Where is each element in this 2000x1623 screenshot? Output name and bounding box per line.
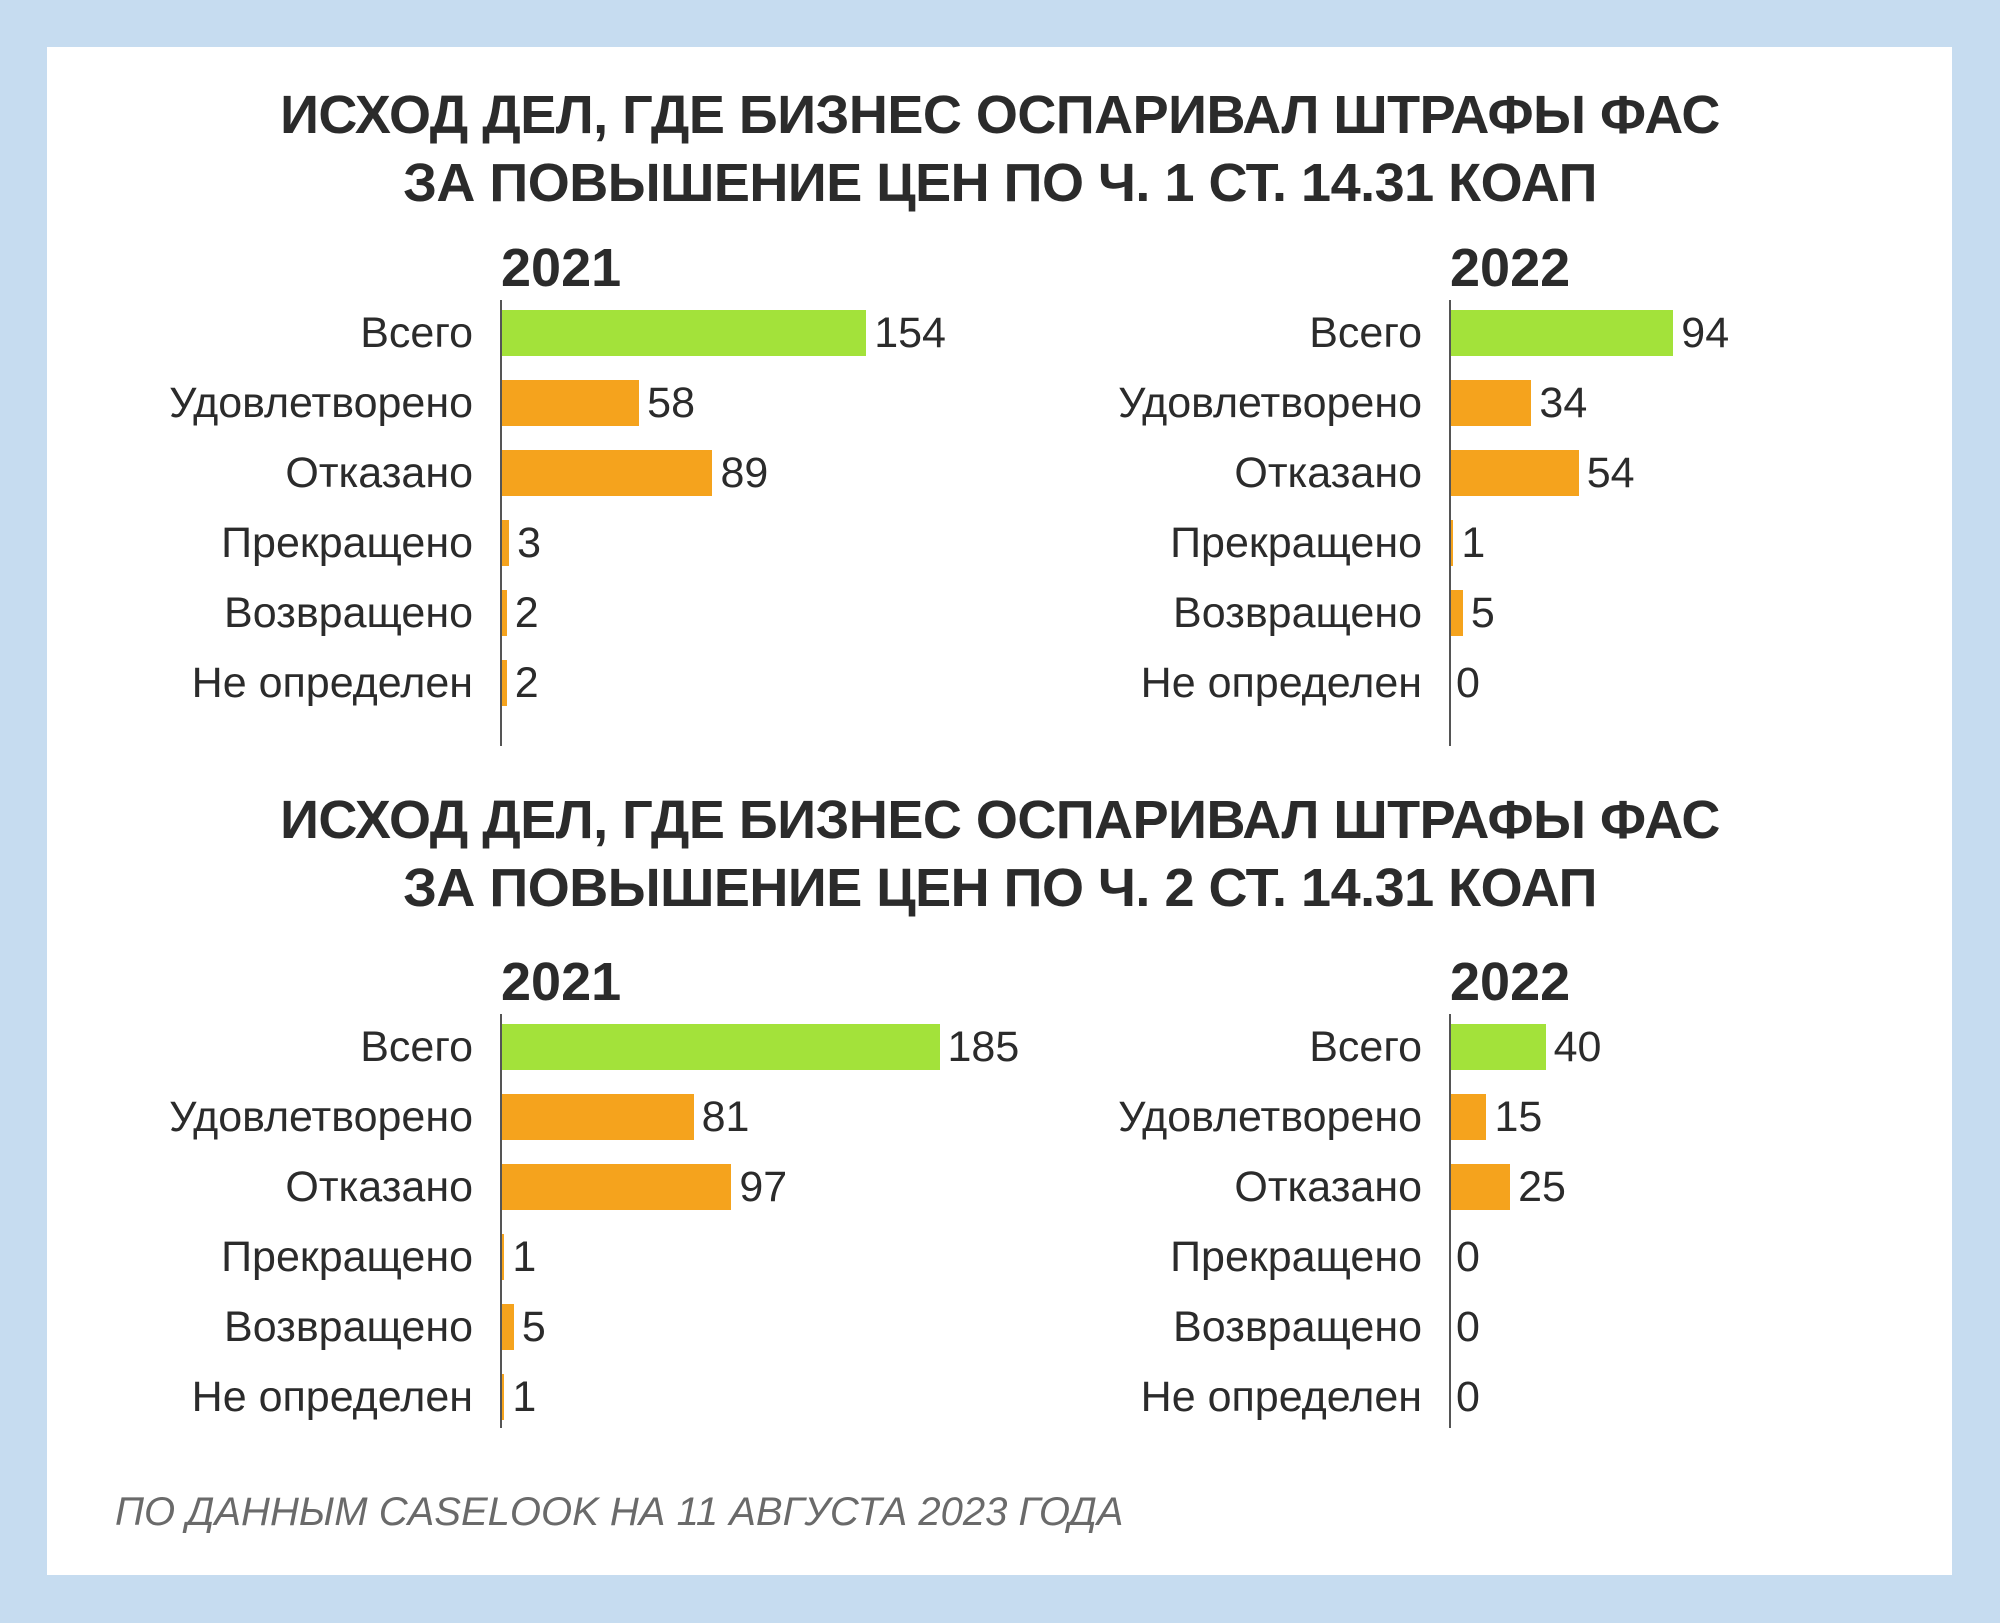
data-label: 34	[1539, 379, 1588, 427]
data-label: 0	[1456, 659, 1480, 707]
category-label: Всего	[360, 309, 473, 357]
data-label: 0	[1456, 1303, 1480, 1351]
category-label: Возвращено	[224, 1303, 473, 1351]
series-year-label: 2021	[501, 952, 622, 1012]
category-label: Возвращено	[1173, 589, 1422, 637]
category-label: Отказано	[1234, 449, 1422, 497]
bar	[1451, 520, 1454, 566]
category-label: Прекращено	[1170, 519, 1422, 567]
series-year-label: 2022	[1450, 952, 1571, 1012]
data-label: 54	[1586, 449, 1635, 497]
data-label: 97	[739, 1163, 788, 1211]
data-label: 58	[647, 379, 695, 427]
bar	[502, 1234, 505, 1280]
bar	[502, 520, 510, 566]
category-label: Всего	[1309, 1023, 1422, 1071]
bar	[502, 1164, 732, 1210]
data-label: 0	[1456, 1373, 1480, 1421]
data-label: 154	[874, 309, 946, 357]
y-axis-line	[500, 1014, 502, 1428]
category-label: Удовлетворено	[1118, 1093, 1422, 1141]
series-year-label: 2022	[1450, 238, 1571, 298]
infographic-panel	[47, 47, 1952, 1575]
bar	[1451, 590, 1463, 636]
data-label: 1	[512, 1233, 537, 1281]
bar-total	[1451, 310, 1674, 356]
category-label: Не определен	[1140, 1373, 1422, 1421]
category-label: Удовлетворено	[169, 1093, 473, 1141]
bar	[502, 450, 713, 496]
chart-title-line: ЗА ПОВЫШЕНИЕ ЦЕН ПО Ч. 1 СТ. 14.31 КОАП	[403, 153, 1597, 213]
category-label: Удовлетворено	[1118, 379, 1422, 427]
category-label: Удовлетворено	[169, 379, 473, 427]
data-label: 81	[701, 1093, 750, 1141]
bar	[1451, 450, 1579, 496]
data-label: 15	[1494, 1093, 1543, 1141]
data-label: 40	[1553, 1023, 1602, 1071]
bar	[1451, 380, 1532, 426]
category-label: Не определен	[191, 659, 473, 707]
data-label: 2	[514, 589, 539, 637]
y-axis-line	[1449, 300, 1451, 746]
bar	[502, 660, 507, 706]
data-label: 1	[1461, 519, 1486, 567]
chart-title-line: ЗА ПОВЫШЕНИЕ ЦЕН ПО Ч. 2 СТ. 14.31 КОАП	[403, 858, 1597, 918]
y-axis-line	[1449, 1014, 1451, 1428]
y-axis-line	[500, 300, 502, 746]
bar-total	[502, 1024, 940, 1070]
data-label: 5	[1470, 589, 1495, 637]
bar	[502, 1094, 694, 1140]
bar	[1451, 1164, 1511, 1210]
data-label: 2	[514, 659, 539, 707]
data-label: 94	[1681, 309, 1730, 357]
series-year-label: 2021	[501, 238, 622, 298]
data-label: 0	[1456, 1233, 1480, 1281]
category-label: Отказано	[1234, 1163, 1422, 1211]
bar	[502, 380, 640, 426]
data-label: 25	[1518, 1163, 1566, 1211]
source-footnote: ПО ДАННЫМ CASELOOK НА 11 АВГУСТА 2023 ГО…	[115, 1490, 1124, 1534]
category-label: Отказано	[285, 449, 473, 497]
data-label: 89	[720, 449, 769, 497]
data-label: 185	[947, 1023, 1020, 1071]
bar-total	[1451, 1024, 1546, 1070]
data-label: 3	[517, 519, 542, 567]
category-label: Возвращено	[1173, 1303, 1422, 1351]
category-label: Отказано	[285, 1163, 473, 1211]
bar-total	[502, 310, 867, 356]
category-label: Прекращено	[221, 1233, 473, 1281]
category-label: Всего	[1309, 309, 1422, 357]
bar	[502, 1304, 514, 1350]
bar	[502, 1374, 505, 1420]
bar	[1451, 1094, 1487, 1140]
data-label: 1	[512, 1373, 537, 1421]
category-label: Не определен	[1140, 659, 1422, 707]
category-label: Всего	[360, 1023, 473, 1071]
category-label: Прекращено	[221, 519, 473, 567]
chart-title-line: ИСХОД ДЕЛ, ГДЕ БИЗНЕС ОСПАРИВАЛ ШТРАФЫ Ф…	[280, 790, 1720, 850]
data-label: 5	[521, 1303, 546, 1351]
category-label: Возвращено	[224, 589, 473, 637]
chart-title-line: ИСХОД ДЕЛ, ГДЕ БИЗНЕС ОСПАРИВАЛ ШТРАФЫ Ф…	[280, 85, 1720, 145]
category-label: Прекращено	[1170, 1233, 1422, 1281]
bar	[502, 590, 507, 636]
category-label: Не определен	[191, 1373, 473, 1421]
